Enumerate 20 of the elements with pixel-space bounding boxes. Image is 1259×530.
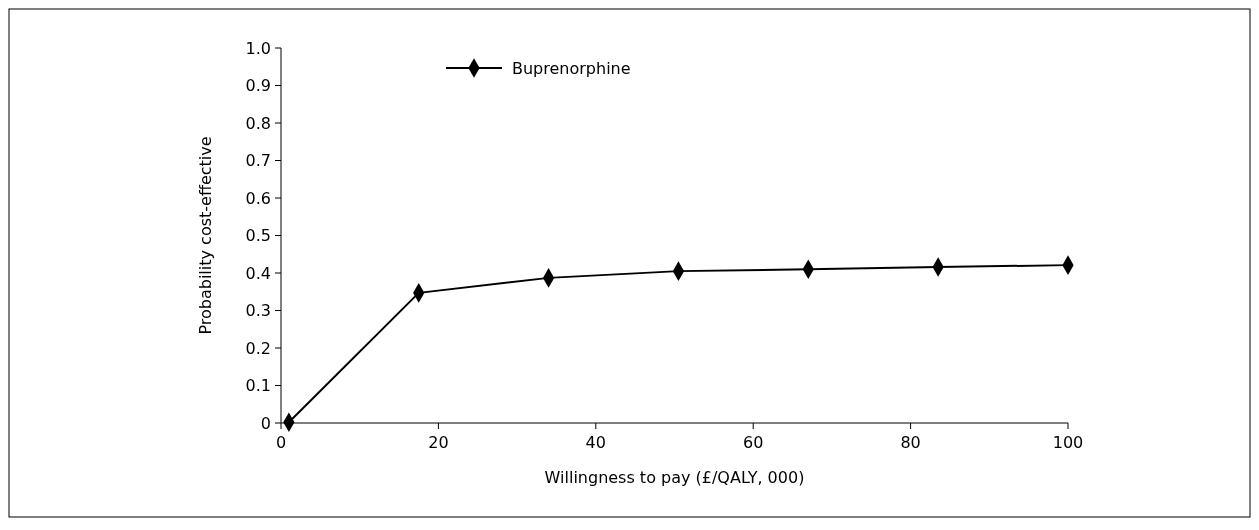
y-tick-label: 0.5 [245, 226, 271, 246]
y-tick-label: 0.3 [245, 301, 271, 321]
y-tick-label: 0.7 [245, 151, 271, 171]
x-tick-label: 20 [428, 433, 449, 452]
y-tick-label: 0.2 [245, 338, 271, 358]
x-tick-label: 80 [900, 433, 921, 452]
x-axis-title: Willingness to pay (£/QALY, 000) [544, 468, 805, 487]
x-tick-label: 60 [743, 433, 764, 452]
x-tick-label: 0 [275, 433, 287, 452]
y-axis-title: Probability cost-effective [196, 136, 215, 335]
x-tick-label: 100 [1052, 433, 1084, 452]
y-tick-label: 0.1 [245, 376, 271, 396]
y-tick-label: 0.6 [245, 188, 271, 208]
y-tick-label: 0.9 [245, 76, 271, 96]
y-tick-label: 0.4 [245, 263, 271, 283]
y-tick-label: 0.8 [245, 113, 271, 133]
y-tick-label: 1.0 [245, 38, 271, 58]
legend-label: Buprenorphine [512, 58, 631, 78]
x-tick-label: 40 [585, 433, 606, 452]
y-tick-label: 0 [260, 413, 271, 433]
